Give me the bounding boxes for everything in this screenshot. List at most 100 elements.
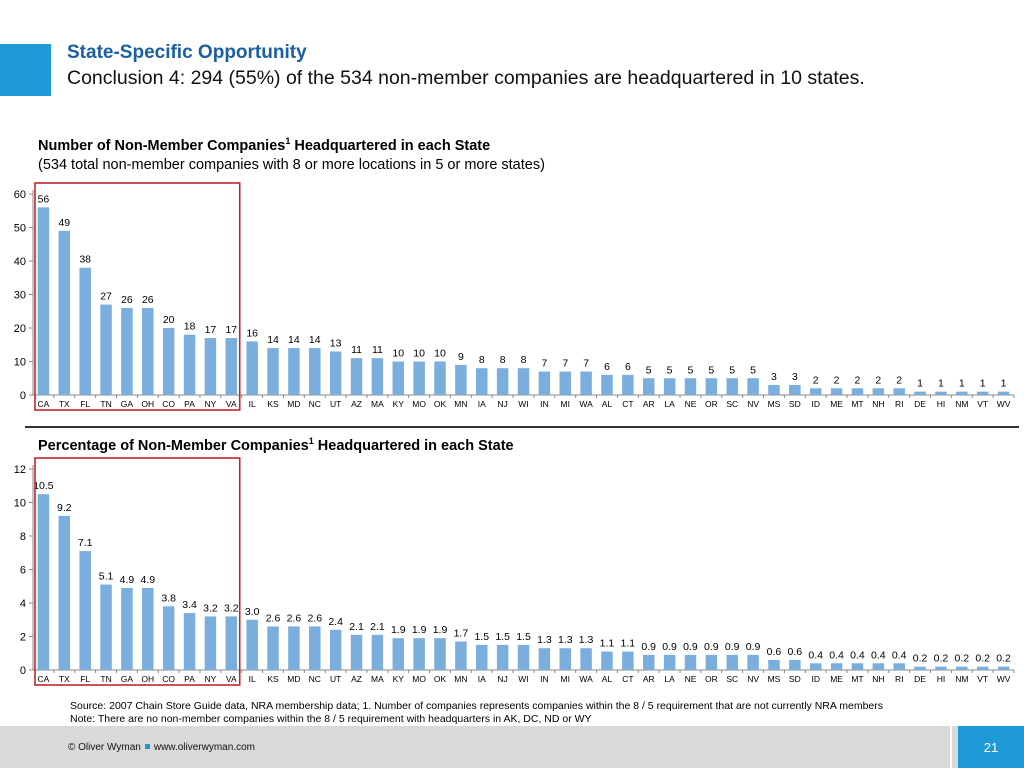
count-x-tick-label: MO: [412, 399, 426, 409]
count-data-label: 3: [792, 371, 798, 383]
count-x-tick-label: NV: [747, 399, 759, 409]
count-x-tick-label: SD: [789, 399, 801, 409]
count-highlight-box: [34, 182, 241, 411]
pct-bar: [851, 663, 864, 670]
website-link[interactable]: www.oliverwyman.com: [153, 742, 255, 753]
pct-bar: [434, 638, 446, 670]
count-data-label: 8: [479, 354, 485, 366]
pct-bar: [893, 663, 905, 670]
count-data-label: 20: [163, 314, 175, 326]
pct-bar: [413, 638, 425, 670]
pct-data-label: 2.6: [307, 612, 322, 624]
count-x-tick-label: KY: [393, 399, 405, 409]
count-bar: [37, 207, 50, 395]
count-x-tick-label: CA: [38, 399, 50, 409]
chart1-title-text: Number of Non-Member Companies: [38, 137, 286, 154]
pct-x-tick-label: OK: [434, 674, 447, 684]
count-bar: [872, 388, 885, 395]
count-bar: [538, 371, 551, 395]
page-subtitle: Conclusion 4: 294 (55%) of the 534 non-m…: [67, 67, 865, 89]
count-bar: [183, 334, 196, 395]
pct-data-label: 4.9: [140, 574, 155, 586]
pct-x-tick-label: FL: [80, 674, 90, 684]
pct-data-label: 0.9: [725, 641, 740, 653]
count-x-tick-label: OH: [141, 399, 154, 409]
pct-x-tick-label: TN: [100, 674, 111, 684]
pct-x-tick-label: UT: [330, 674, 341, 684]
count-x-tick-label: TX: [59, 399, 70, 409]
count-data-label: 1: [980, 378, 986, 390]
pct-y-tick-label: 8: [20, 531, 26, 543]
pct-x-tick-label: IA: [478, 674, 486, 684]
source-text: Source: 2007 Chain Store Guide data, NRA…: [70, 700, 883, 712]
pct-x-tick-label: AL: [602, 674, 613, 684]
pct-bar: [329, 629, 342, 670]
pct-x-tick-label: NC: [309, 674, 321, 684]
count-bar: [935, 391, 947, 395]
pct-x-tick-label: LA: [664, 674, 675, 684]
count-bar: [476, 368, 488, 395]
count-data-label: 1: [1001, 378, 1007, 390]
count-x-tick-label: NC: [309, 399, 321, 409]
pct-bar: [79, 551, 91, 670]
pct-x-tick-label: MS: [768, 674, 781, 684]
pct-bar: [559, 648, 571, 670]
count-data-label: 6: [604, 361, 610, 373]
count-data-label: 14: [288, 334, 300, 346]
count-bar: [204, 338, 217, 395]
footer-bar: [0, 726, 1024, 768]
pct-bar: [976, 666, 989, 670]
pct-bar: [350, 634, 363, 670]
count-bar: [747, 378, 759, 395]
count-x-tick-label: NM: [955, 399, 968, 409]
bullet-icon: [144, 744, 150, 750]
pct-bar: [142, 587, 154, 670]
count-data-label: 16: [246, 327, 258, 339]
pct-bar: [37, 494, 50, 670]
copyright-text: © Oliver Wyman: [68, 742, 141, 753]
count-data-label: 5: [667, 364, 673, 376]
count-bar: [768, 384, 780, 395]
pct-bar: [100, 584, 112, 670]
pct-bar: [622, 651, 634, 670]
pct-x-tick-label: MA: [371, 674, 384, 684]
count-x-tick-label: WI: [518, 399, 528, 409]
count-x-tick-label: AR: [643, 399, 655, 409]
count-x-tick-label: UT: [330, 399, 341, 409]
pct-bar: [309, 626, 321, 670]
pct-data-label: 1.7: [454, 628, 469, 640]
accent-square: [0, 44, 51, 96]
count-bar: [329, 351, 342, 395]
pct-data-label: 0.9: [662, 641, 677, 653]
count-bar: [434, 361, 446, 395]
pct-x-tick-label: NV: [747, 674, 759, 684]
count-bar: [789, 384, 801, 395]
count-bar: [830, 388, 843, 395]
count-bar: [914, 391, 926, 395]
chart1-title-footnote: 1: [285, 136, 291, 146]
pct-data-label: 1.3: [579, 634, 594, 646]
pct-x-tick-label: IN: [540, 674, 549, 684]
count-x-tick-label: IA: [478, 399, 486, 409]
chart2-title-text: Percentage of Non-Member Companies: [38, 437, 309, 454]
count-data-label: 5: [688, 364, 694, 376]
pct-bar: [162, 606, 175, 670]
count-x-tick-label: NH: [872, 399, 884, 409]
pct-x-tick-label: NJ: [497, 674, 507, 684]
count-x-tick-label: AZ: [351, 399, 362, 409]
count-x-tick-label: PA: [184, 399, 195, 409]
count-bar: [684, 378, 697, 395]
count-bar: [100, 304, 112, 395]
count-bar: [496, 368, 509, 395]
pct-x-tick-label: IL: [249, 674, 256, 684]
count-bar: [350, 358, 363, 395]
count-data-label: 11: [372, 344, 383, 356]
chart2-title-footnote: 1: [308, 436, 314, 446]
pct-data-label: 2.1: [349, 621, 364, 633]
count-x-tick-label: GA: [121, 399, 134, 409]
pct-x-tick-label: AZ: [351, 674, 362, 684]
count-x-tick-label: KS: [267, 399, 279, 409]
pct-x-tick-label: CA: [38, 674, 50, 684]
source-notes: Source: 2007 Chain Store Guide data, NRA…: [70, 700, 883, 726]
pct-x-tick-label: SC: [726, 674, 738, 684]
